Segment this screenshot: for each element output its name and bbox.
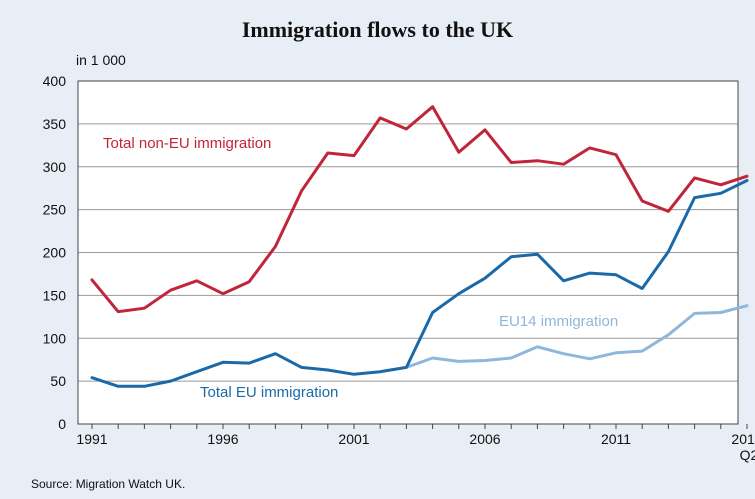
x-tick-label: 1996 [207, 431, 238, 447]
y-tick-label: 50 [50, 373, 66, 389]
series-labels: Total non-EU immigration Total EU immigra… [103, 135, 618, 401]
y-tick-label: 350 [43, 116, 67, 132]
series-label: EU14 immigration [499, 313, 618, 330]
unit-label: in 1 000 [76, 52, 126, 68]
series-lines [90, 105, 749, 388]
y-axis: 0 50 100 150 200 250 300 350 400 [43, 73, 67, 432]
y-tick-label: 250 [43, 202, 67, 218]
x-tick-label: 2006 [469, 431, 500, 447]
y-tick-label: 0 [58, 416, 66, 432]
series-line [90, 105, 749, 314]
x-tick-label: 2016 [731, 431, 755, 447]
x-tick-label: 2011 [601, 431, 631, 447]
y-tick-label: 400 [43, 73, 67, 89]
chart-title: Immigration flows to the UK [241, 17, 514, 42]
x-tick-label: 1991 [76, 431, 107, 447]
x-axis: 1991 1996 2001 2006 2011 2016Q2 [76, 424, 755, 463]
series-label: Total EU immigration [200, 384, 338, 401]
y-tick-label: 150 [43, 287, 67, 303]
gridlines [77, 80, 739, 425]
x-tick-label: 2001 [338, 431, 369, 447]
plot-border [77, 80, 739, 425]
series-line [90, 179, 749, 388]
y-tick-label: 300 [43, 159, 67, 175]
source-note: Source: Migration Watch UK. [31, 477, 186, 491]
x-tick-sublabel: Q2 [740, 447, 755, 463]
y-tick-label: 100 [43, 330, 67, 346]
series-label: Total non-EU immigration [103, 135, 271, 152]
y-tick-label: 200 [43, 245, 67, 261]
series-line [404, 304, 749, 369]
